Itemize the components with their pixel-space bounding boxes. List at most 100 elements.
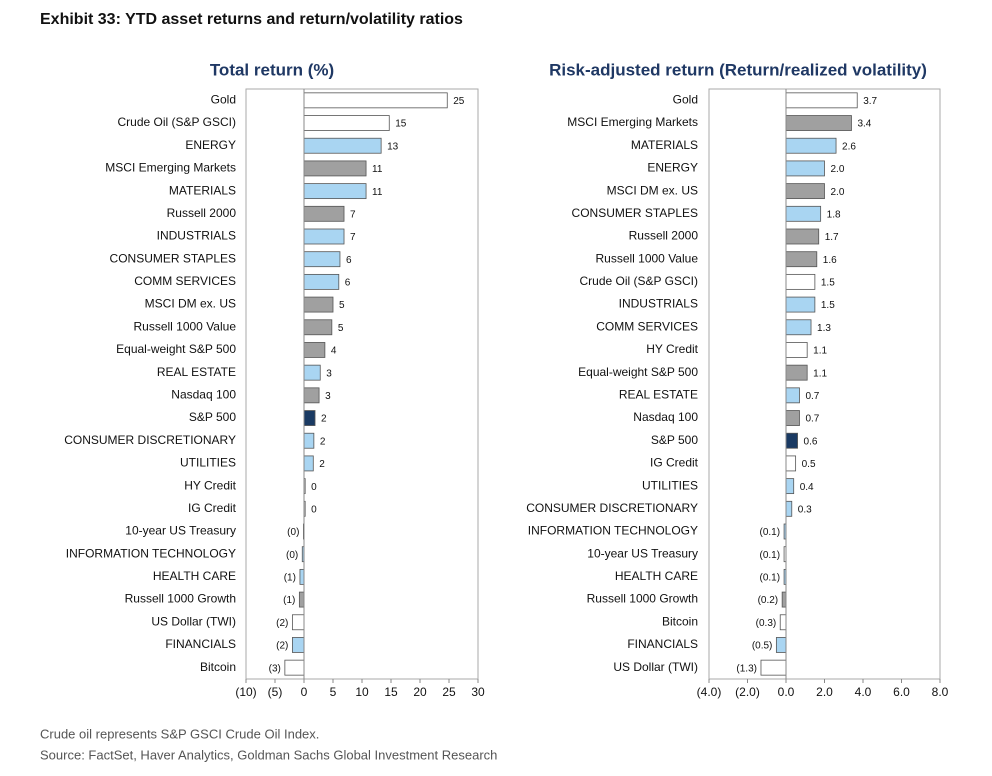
value-label: 2.6 xyxy=(842,141,856,152)
value-label: 4 xyxy=(331,346,337,357)
category-label: 10-year US Treasury xyxy=(125,524,236,538)
bar xyxy=(303,410,316,426)
category-label: Gold xyxy=(211,93,236,107)
value-label: 1.7 xyxy=(825,232,839,243)
value-label: 1.6 xyxy=(823,255,837,266)
value-label: 3.4 xyxy=(857,119,871,130)
bar xyxy=(785,500,793,517)
category-label: Equal-weight S&P 500 xyxy=(116,342,236,356)
bar xyxy=(785,319,812,336)
x-tick-label: 0 xyxy=(301,685,308,699)
value-label: 3.7 xyxy=(863,96,877,107)
x-tick-label: 0.0 xyxy=(778,685,795,699)
bar xyxy=(299,568,305,585)
x-tick-label: (10) xyxy=(235,685,256,699)
category-label: S&P 500 xyxy=(189,410,236,424)
bar xyxy=(284,659,305,676)
category-label: ENERGY xyxy=(185,138,236,152)
value-label: (2) xyxy=(276,618,288,629)
value-label: 1.1 xyxy=(813,346,827,357)
category-label: COMM SERVICES xyxy=(596,319,698,333)
category-label: Russell 2000 xyxy=(629,229,699,243)
bar xyxy=(303,296,334,313)
value-label: 7 xyxy=(350,209,356,220)
category-label: Bitcoin xyxy=(200,660,236,674)
category-label: IG Credit xyxy=(650,456,699,470)
x-tick-label: 2.0 xyxy=(816,685,833,699)
value-label: (0.1) xyxy=(760,527,781,538)
category-label: CONSUMER STAPLES xyxy=(110,251,236,265)
footnote: Crude oil represents S&P GSCI Crude Oil … xyxy=(40,726,319,741)
value-label: (0.1) xyxy=(760,550,781,561)
bar xyxy=(291,614,305,631)
bar xyxy=(303,160,367,177)
chart-title: Risk-adjusted return (Return/realized vo… xyxy=(549,60,927,79)
value-label: (0.3) xyxy=(756,618,777,629)
bar xyxy=(303,205,345,222)
category-label: UTILITIES xyxy=(180,456,236,470)
chart-title: Total return (%) xyxy=(210,60,334,79)
bar xyxy=(303,342,326,358)
category-label: Russell 1000 Value xyxy=(133,319,236,333)
bar xyxy=(303,432,315,449)
bar xyxy=(785,115,852,131)
value-label: 15 xyxy=(395,119,407,130)
category-label: HY Credit xyxy=(646,342,698,356)
category-label: Russell 1000 Growth xyxy=(587,592,698,606)
bar xyxy=(303,92,448,109)
value-label: (0.2) xyxy=(758,595,779,606)
category-label: REAL ESTATE xyxy=(157,365,236,379)
value-label: 2.0 xyxy=(831,164,845,175)
value-label: 0 xyxy=(311,504,317,515)
x-tick-label: 20 xyxy=(413,685,427,699)
value-label: (0.5) xyxy=(752,641,773,652)
category-label: US Dollar (TWI) xyxy=(613,660,698,674)
bar xyxy=(785,478,795,495)
category-label: Russell 1000 Growth xyxy=(125,592,236,606)
bar xyxy=(779,614,787,631)
value-label: 2 xyxy=(320,436,326,447)
x-tick-label: 25 xyxy=(442,685,456,699)
bar xyxy=(785,296,816,313)
category-label: HEALTH CARE xyxy=(615,569,698,583)
value-label: 6 xyxy=(346,255,352,266)
value-label: 0 xyxy=(311,482,317,493)
value-label: 2.0 xyxy=(831,187,845,198)
category-label: FINANCIALS xyxy=(165,637,236,651)
plot-frame xyxy=(708,88,941,680)
x-tick-label: 5 xyxy=(330,685,337,699)
x-tick-label: (4.0) xyxy=(697,685,722,699)
x-tick-label: 6.0 xyxy=(893,685,910,699)
value-label: 11 xyxy=(372,164,383,175)
category-label: INDUSTRIALS xyxy=(619,297,698,311)
category-label: MSCI DM ex. US xyxy=(145,297,236,311)
category-label: MSCI Emerging Markets xyxy=(567,115,698,129)
value-label: (0) xyxy=(286,550,298,561)
bar xyxy=(291,637,305,653)
category-label: HEALTH CARE xyxy=(153,569,236,583)
x-tick-label: 30 xyxy=(471,685,485,699)
category-label: Gold xyxy=(673,93,698,107)
category-label: Nasdaq 100 xyxy=(171,388,236,402)
bar xyxy=(785,183,825,200)
bar xyxy=(781,591,787,608)
bar xyxy=(785,342,808,358)
value-label: (1) xyxy=(283,595,295,606)
category-label: Nasdaq 100 xyxy=(633,410,698,424)
category-label: REAL ESTATE xyxy=(619,388,698,402)
category-label: COMM SERVICES xyxy=(134,274,236,288)
value-label: 0.4 xyxy=(800,482,814,493)
page-title: Exhibit 33: YTD asset returns and return… xyxy=(40,11,463,28)
value-label: 1.5 xyxy=(821,300,835,311)
bar xyxy=(303,387,320,404)
bar xyxy=(785,432,798,449)
x-tick-label: 10 xyxy=(355,685,369,699)
value-label: 2 xyxy=(321,414,327,425)
value-label: 1.5 xyxy=(821,278,835,289)
category-label: IG Credit xyxy=(188,501,237,515)
category-label: INDUSTRIALS xyxy=(157,229,236,243)
value-label: (1.3) xyxy=(736,663,757,674)
value-label: 0.3 xyxy=(798,504,812,515)
category-label: Crude Oil (S&P GSCI) xyxy=(580,274,698,288)
